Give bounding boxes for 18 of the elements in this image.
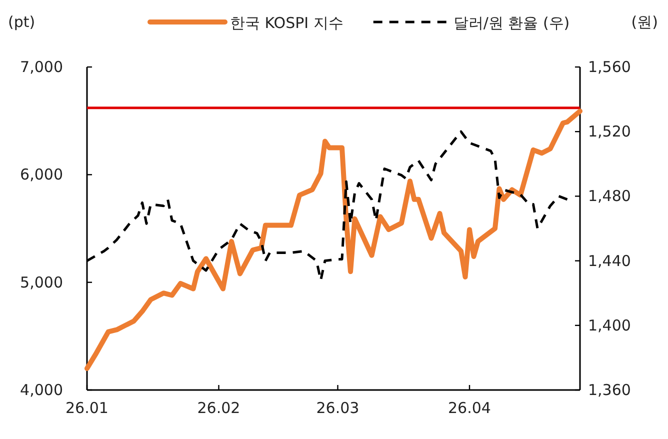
y2-tick-label: 1,400 xyxy=(588,316,631,334)
y-tick-label: 5,000 xyxy=(20,273,63,292)
x-tick-label: 26.04 xyxy=(448,399,491,417)
y2-tick-label: 1,520 xyxy=(588,122,631,141)
y2-tick-label: 1,480 xyxy=(588,187,631,206)
y2-tick-label: 1,360 xyxy=(588,381,631,399)
x-tick-label: 26.01 xyxy=(66,399,108,417)
y2-axis-title: (원) xyxy=(631,13,658,31)
legend-label: 한국 KOSPI 지수 xyxy=(230,14,344,32)
x-tick-label: 26.03 xyxy=(316,399,360,417)
x-tick-label: 26.02 xyxy=(197,399,240,417)
y-tick-label: 4,000 xyxy=(20,381,63,399)
y-tick-label: 7,000 xyxy=(20,58,63,76)
y-tick-label: 6,000 xyxy=(20,166,63,184)
y-axis-title: (pt) xyxy=(8,13,36,31)
legend-label: 달러/원 환율 (우) xyxy=(453,14,570,32)
y2-tick-label: 1,560 xyxy=(588,58,631,76)
y2-tick-label: 1,440 xyxy=(588,252,631,270)
